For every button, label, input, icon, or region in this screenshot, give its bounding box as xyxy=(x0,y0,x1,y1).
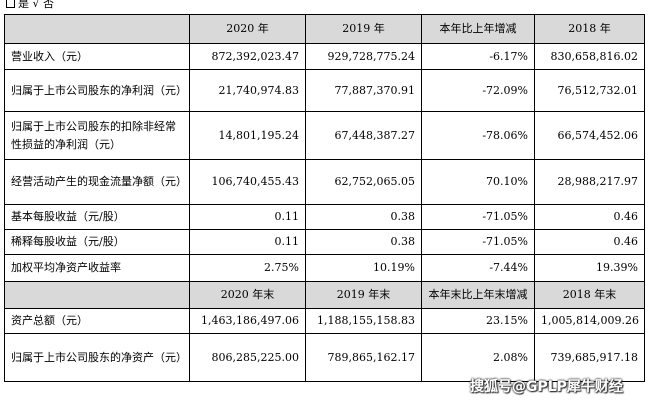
cell-2019: 62,752,065.05 xyxy=(305,159,422,205)
table-row: 加权平均净资产收益率 2.75% 10.19% -7.44% 19.39% xyxy=(4,254,645,282)
cell-2018: 739,685,917.18 xyxy=(534,333,645,382)
table-header-row: 2020 年 2019 年 本年比上年增减 2018 年 xyxy=(4,14,645,44)
table-row: 归属于上市公司股东的净资产（元） 806,285,225.00 789,865,… xyxy=(4,333,645,382)
cell-2020: 106,740,455.43 xyxy=(189,159,306,205)
cell-2018: 66,574,452.06 xyxy=(534,111,645,160)
header-change-end: 本年末比上年末增减 xyxy=(421,281,535,309)
cell-change: -6.17% xyxy=(421,43,535,70)
cell-2020: 872,392,023.47 xyxy=(189,43,306,70)
cell-2018: 19.39% xyxy=(534,254,645,282)
cell-2019: 77,887,370.91 xyxy=(305,69,422,112)
row-label: 加权平均净资产收益率 xyxy=(4,254,190,282)
cell-2018: 76,512,732.01 xyxy=(534,69,645,112)
table-row: 资产总额（元） 1,463,186,497.06 1,188,155,158.8… xyxy=(4,308,645,334)
header-2019-end: 2019 年末 xyxy=(305,281,422,309)
cell-change: 70.10% xyxy=(421,159,535,205)
cell-change: -72.09% xyxy=(421,69,535,112)
restatement-choice: 是 √ 否 xyxy=(6,0,54,11)
header-blank-cell xyxy=(4,281,190,309)
header-2018: 2018 年 xyxy=(534,14,645,44)
cell-2018: 830,658,816.02 xyxy=(534,43,645,70)
cell-change: 23.15% xyxy=(421,308,535,334)
cell-2020: 14,801,195.24 xyxy=(189,111,306,160)
no-option: 否 xyxy=(43,0,55,10)
key-financial-table: 2020 年 2019 年 本年比上年增减 2018 年 营业收入（元） 872… xyxy=(4,14,645,382)
header-2018-end: 2018 年末 xyxy=(534,281,645,309)
row-label: 稀释每股收益（元/股） xyxy=(4,229,190,255)
row-label: 营业收入（元） xyxy=(4,43,190,70)
checkbox-icon xyxy=(6,0,15,8)
table-row: 稀释每股收益（元/股） 0.11 0.38 -71.05% 0.46 xyxy=(4,229,645,255)
row-label: 基本每股收益（元/股） xyxy=(4,204,190,230)
cell-2020: 1,463,186,497.06 xyxy=(189,308,306,334)
cell-change: -71.05% xyxy=(421,229,535,255)
cell-2018: 1,005,814,009.26 xyxy=(534,308,645,334)
cell-2019: 67,448,387.27 xyxy=(305,111,422,160)
cell-2019: 10.19% xyxy=(305,254,422,282)
header-2020-end: 2020 年末 xyxy=(189,281,306,309)
table-row: 归属于上市公司股东的扣除非经常性损益的净利润（元） 14,801,195.24 … xyxy=(4,111,645,160)
table-row: 经营活动产生的现金流量净额（元） 106,740,455.43 62,752,0… xyxy=(4,159,645,205)
cell-change: -78.06% xyxy=(421,111,535,160)
table-subheader-row: 2020 年末 2019 年末 本年末比上年末增减 2018 年末 xyxy=(4,281,645,309)
cell-2019: 1,188,155,158.83 xyxy=(305,308,422,334)
cell-2018: 0.46 xyxy=(534,204,645,230)
row-label: 归属于上市公司股东的扣除非经常性损益的净利润（元） xyxy=(4,111,190,160)
header-2019: 2019 年 xyxy=(305,14,422,44)
cell-2018: 28,988,217.97 xyxy=(534,159,645,205)
cell-2020: 21,740,974.83 xyxy=(189,69,306,112)
cell-2020: 0.11 xyxy=(189,229,306,255)
cell-2020: 806,285,225.00 xyxy=(189,333,306,382)
table-row: 营业收入（元） 872,392,023.47 929,728,775.24 -6… xyxy=(4,43,645,70)
cell-2019: 0.38 xyxy=(305,204,422,230)
header-2020: 2020 年 xyxy=(189,14,306,44)
check-mark: √ xyxy=(32,0,40,10)
cell-change: -7.44% xyxy=(421,254,535,282)
watermark: 搜狐号@GPLP犀牛财经 xyxy=(470,379,623,395)
yes-option: 是 xyxy=(18,0,29,10)
header-blank-cell xyxy=(4,14,190,44)
cell-2019: 929,728,775.24 xyxy=(305,43,422,70)
cell-change: -71.05% xyxy=(421,204,535,230)
table-row: 归属于上市公司股东的净利润（元） 21,740,974.83 77,887,37… xyxy=(4,69,645,112)
row-label: 归属于上市公司股东的净利润（元） xyxy=(4,69,190,112)
row-label: 经营活动产生的现金流量净额（元） xyxy=(4,159,190,205)
cell-2020: 0.11 xyxy=(189,204,306,230)
cell-2018: 0.46 xyxy=(534,229,645,255)
cell-2019: 0.38 xyxy=(305,229,422,255)
header-change: 本年比上年增减 xyxy=(421,14,535,44)
table-row: 基本每股收益（元/股） 0.11 0.38 -71.05% 0.46 xyxy=(4,204,645,230)
row-label: 资产总额（元） xyxy=(4,308,190,334)
row-label: 归属于上市公司股东的净资产（元） xyxy=(4,333,190,382)
cell-2020: 2.75% xyxy=(189,254,306,282)
cell-2019: 789,865,162.17 xyxy=(305,333,422,382)
cell-change: 2.08% xyxy=(421,333,535,382)
